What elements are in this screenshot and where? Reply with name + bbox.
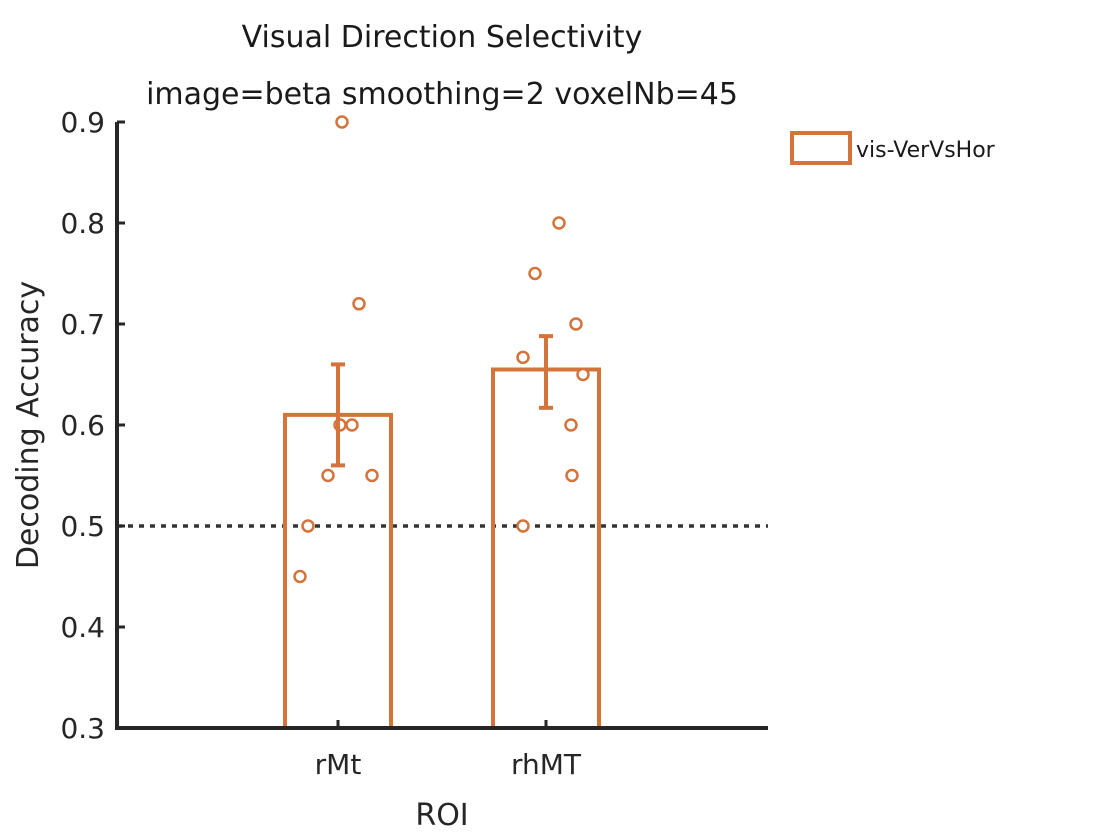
y-tick-label: 0.7 xyxy=(60,308,105,341)
data-point xyxy=(576,367,590,382)
data-point xyxy=(321,468,335,483)
y-tick-label: 0.3 xyxy=(60,712,105,745)
data-point xyxy=(569,317,583,331)
legend-label: vis-VerVsHor xyxy=(856,138,996,163)
data-point xyxy=(293,569,307,584)
y-tick-label: 0.8 xyxy=(60,207,105,240)
data-point xyxy=(565,468,579,483)
data-point xyxy=(345,418,359,432)
y-tick-label: 0.9 xyxy=(60,106,105,139)
data-point xyxy=(516,350,530,365)
x-tick-label: rhMT xyxy=(511,748,582,781)
plot-area: 0.3 0.4 0.5 0.6 0.7 0.8 0.9 rMt rhMT xyxy=(60,106,768,781)
data-point xyxy=(564,418,578,432)
y-tick-label: 0.5 xyxy=(60,510,105,543)
y-tick-label: 0.6 xyxy=(60,409,105,442)
data-point xyxy=(528,266,542,281)
legend: vis-VerVsHor xyxy=(790,131,996,165)
data-point xyxy=(552,216,566,230)
chart-subtitle: image=beta smoothing=2 voxelNb=45 xyxy=(146,77,738,112)
bar xyxy=(491,367,601,728)
chart-title: Visual Direction Selectivity xyxy=(242,20,643,55)
y-axis-label: Decoding Accuracy xyxy=(11,281,46,569)
x-tick-label: rMt xyxy=(315,748,362,781)
data-point xyxy=(335,115,349,129)
data-point xyxy=(365,468,379,483)
data-point xyxy=(301,519,315,533)
y-tick-label: 0.4 xyxy=(60,611,105,644)
data-point xyxy=(516,519,530,533)
x-axis-label: ROI xyxy=(415,798,468,833)
data-point xyxy=(352,297,366,311)
legend-swatch xyxy=(790,131,852,165)
